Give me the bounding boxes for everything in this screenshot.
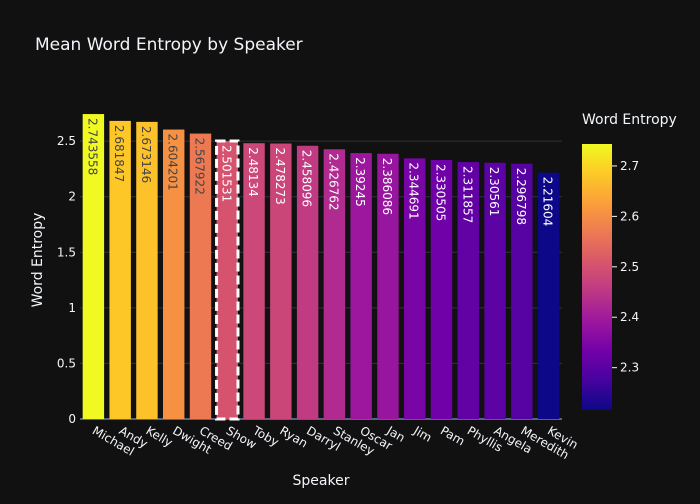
bar[interactable] bbox=[243, 143, 265, 419]
highlight-outline bbox=[215, 139, 240, 421]
bar[interactable] bbox=[270, 143, 292, 419]
bar-value-label: 2.48134 bbox=[246, 147, 260, 197]
bar-value-label: 2.330505 bbox=[434, 164, 448, 221]
y-tick-label: 1.5 bbox=[57, 245, 76, 259]
bar[interactable] bbox=[484, 162, 506, 420]
bar-value-label: 2.604201 bbox=[166, 134, 180, 191]
x-tick-label: Pam bbox=[438, 423, 467, 448]
bar-value-label: 2.426762 bbox=[326, 153, 340, 210]
bar[interactable] bbox=[511, 163, 533, 419]
colorbar-title: Word Entropy bbox=[582, 112, 677, 128]
bar-value-label: 2.386086 bbox=[380, 158, 394, 215]
y-tick-label: 1 bbox=[68, 301, 76, 315]
bar-value-label: 2.39245 bbox=[353, 157, 367, 207]
colorbar-tick-label: 2.6 bbox=[620, 209, 639, 223]
bar-value-label: 2.296798 bbox=[514, 168, 528, 225]
bar[interactable] bbox=[430, 159, 453, 419]
bar[interactable] bbox=[377, 153, 399, 419]
bar-value-label: 2.673146 bbox=[139, 126, 153, 183]
bar-value-label: 2.681847 bbox=[112, 125, 126, 182]
bar[interactable] bbox=[163, 129, 185, 419]
bar-value-label: 2.30561 bbox=[487, 167, 501, 217]
bar-value-label: 2.501531 bbox=[219, 145, 233, 202]
x-tick-label: Kelly bbox=[143, 423, 175, 449]
bar-value-label: 2.478273 bbox=[273, 148, 287, 205]
y-axis-title: Word Entropy bbox=[30, 213, 46, 308]
bar[interactable] bbox=[350, 153, 372, 419]
bar[interactable] bbox=[296, 145, 319, 420]
bar[interactable] bbox=[216, 140, 238, 419]
colorbar-tick-label: 2.4 bbox=[620, 310, 639, 324]
bar-value-label: 2.344691 bbox=[407, 162, 421, 219]
bar[interactable] bbox=[404, 158, 426, 419]
bar[interactable] bbox=[82, 114, 105, 419]
y-tick-label: 0 bbox=[68, 412, 76, 426]
colorbar: Word Entropy 2.3 2.4 2.5 2.6 2.7 bbox=[582, 112, 677, 410]
colorbar-gradient bbox=[582, 144, 612, 410]
colorbar-tick-label: 2.3 bbox=[620, 361, 639, 375]
colorbar-tick-label: 2.5 bbox=[620, 260, 639, 274]
bar[interactable] bbox=[189, 133, 212, 419]
x-tick-label: Ryan bbox=[277, 423, 310, 450]
bar[interactable] bbox=[109, 120, 131, 419]
x-axis-title: Speaker bbox=[293, 473, 350, 489]
colorbar-tick-label: 2.7 bbox=[620, 159, 639, 173]
bar[interactable] bbox=[323, 149, 346, 419]
y-tick-label: 0.5 bbox=[57, 356, 76, 370]
bar-value-label: 2.21604 bbox=[541, 177, 555, 227]
bar[interactable] bbox=[136, 121, 158, 419]
bar-value-label: 2.311857 bbox=[460, 166, 474, 223]
chart-title: Mean Word Entropy by Speaker bbox=[35, 35, 303, 55]
x-tick-label: Jim bbox=[410, 423, 434, 445]
y-tick-label: 2 bbox=[68, 190, 76, 204]
y-tick-label: 2.5 bbox=[57, 134, 76, 148]
bar-value-label: 2.567922 bbox=[193, 138, 207, 195]
bar-value-label: 2.743558 bbox=[85, 118, 99, 175]
bar[interactable] bbox=[457, 162, 479, 419]
bar[interactable] bbox=[537, 172, 560, 419]
bar-value-label: 2.458096 bbox=[300, 150, 314, 207]
